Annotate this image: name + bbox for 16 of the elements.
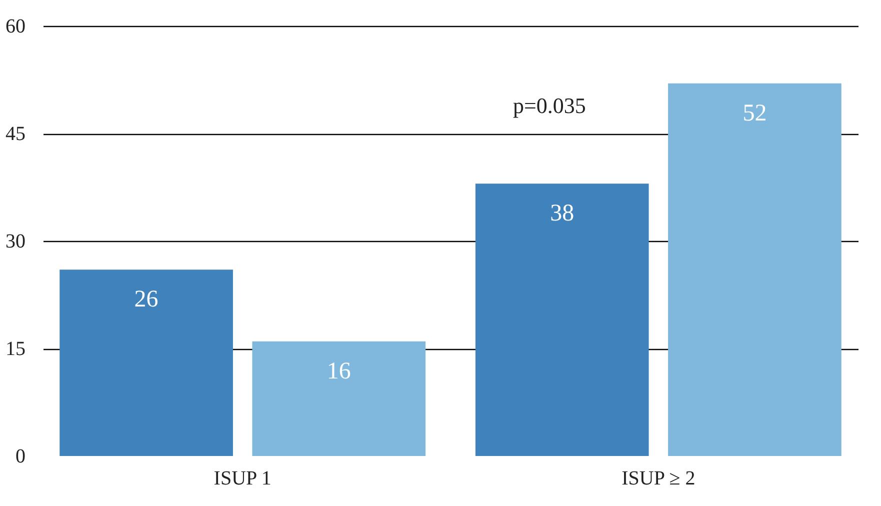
bar (668, 83, 842, 456)
y-tick-label: 15 (6, 338, 26, 360)
bar (475, 184, 649, 456)
y-tick-label: 60 (6, 16, 26, 38)
bar (60, 270, 233, 456)
y-tick-label: 30 (6, 230, 26, 252)
bar (252, 341, 426, 456)
x-tick-label: ISUP ≥ 2 (622, 468, 696, 490)
y-tick-label: 45 (6, 123, 26, 145)
data-label: 38 (550, 200, 574, 227)
data-label: 26 (134, 286, 158, 313)
data-label: 52 (742, 100, 767, 126)
y-tick-label: 0 (16, 446, 26, 468)
x-tick-label: ISUP 1 (214, 468, 272, 490)
data-label: 16 (326, 358, 351, 384)
annotation: p=0.035 (513, 93, 586, 118)
